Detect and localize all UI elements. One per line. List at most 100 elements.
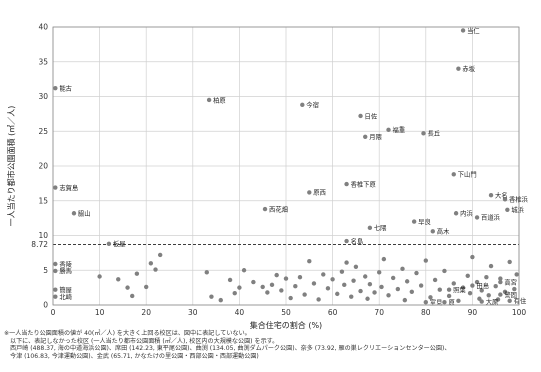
data-point: [97, 274, 102, 279]
data-point: [479, 288, 484, 293]
data-point-labeled: [344, 238, 349, 244]
data-point: [460, 285, 466, 290]
point-label: 赤坂: [462, 64, 475, 73]
data-point-labeled: [358, 113, 363, 119]
data-point-labeled: [421, 131, 426, 136]
point-label: 志賀島: [59, 183, 78, 192]
point-label: 城浜: [511, 205, 524, 214]
data-point-labeled: [442, 300, 447, 305]
data-point: [251, 279, 256, 285]
data-point: [339, 269, 345, 274]
data-point: [493, 284, 498, 289]
data-point-labeled: [507, 298, 512, 304]
y-tick-label: 20: [38, 162, 48, 171]
data-point: [467, 290, 473, 296]
x-axis-title: 集合住宅の割合 (%): [250, 320, 322, 330]
point-label: 能古: [59, 83, 72, 92]
data-point-labeled: [456, 66, 461, 71]
data-point: [486, 293, 491, 298]
data-point: [302, 292, 307, 297]
x-tick-label: 50: [281, 308, 291, 317]
data-point: [134, 271, 140, 276]
data-point: [316, 297, 321, 302]
data-point: [446, 293, 452, 299]
data-point: [404, 279, 410, 284]
point-label: 柏原: [213, 95, 226, 104]
point-label: 名島: [351, 236, 364, 245]
data-point: [351, 278, 356, 283]
data-point: [418, 283, 424, 288]
point-label: 原: [448, 299, 454, 307]
data-point-labeled: [53, 268, 58, 274]
data-point-labeled: [300, 102, 305, 108]
data-point-labeled: [502, 197, 508, 202]
data-point: [204, 270, 209, 275]
data-point: [414, 270, 419, 276]
point-label: 当仁: [467, 26, 480, 35]
point-label: 香椎下原: [351, 179, 376, 188]
x-tick-label: 60: [328, 308, 338, 317]
data-point: [395, 286, 401, 292]
footnote-line-3: 西戸崎 (488.37, 海の中道海浜公園)、席田 (142.23, 東平尾公園…: [10, 345, 451, 352]
y-tick-label: 5: [43, 266, 48, 275]
data-point: [402, 297, 408, 303]
data-point: [386, 293, 391, 298]
point-label: 百道浜: [481, 213, 501, 222]
data-point: [470, 254, 475, 260]
x-tick-label: 30: [188, 308, 198, 317]
point-label: 日佐: [365, 111, 378, 120]
data-point: [260, 284, 265, 290]
x-tick-label: 100: [512, 308, 527, 317]
data-point: [498, 276, 503, 281]
data-point: [269, 282, 275, 288]
data-point: [279, 288, 284, 293]
data-point-labeled: [367, 225, 373, 231]
data-point-labeled: [488, 192, 494, 198]
footnote-line-1: ※一人当たり公園面積の値が 40(㎡／人) を大きく上回る校区は、図中に表記して…: [4, 330, 251, 337]
point-label: 板屋: [113, 239, 126, 248]
data-point: [342, 282, 347, 288]
point-label: 香陵: [59, 259, 72, 268]
data-point-labeled: [71, 211, 77, 216]
data-point-labeled: [386, 127, 391, 133]
data-point: [409, 289, 415, 294]
data-point-labeled: [474, 215, 480, 220]
x-tick-label: 40: [235, 308, 245, 317]
data-point: [372, 290, 377, 295]
data-point: [325, 286, 331, 291]
data-point: [232, 290, 237, 296]
point-label: 大原: [486, 297, 499, 306]
x-tick-label: 80: [421, 308, 431, 317]
data-point: [116, 277, 121, 282]
data-point-labeled: [307, 190, 312, 195]
point-label: 今宿: [306, 100, 319, 109]
data-point: [157, 252, 163, 258]
point-label: 長丘: [427, 130, 440, 138]
data-point: [502, 289, 508, 294]
data-point-labeled: [206, 97, 212, 103]
data-point: [367, 281, 373, 287]
point-label: 有住: [514, 296, 527, 305]
point-label: 照葉: [453, 285, 466, 294]
y-tick-label: 0: [43, 301, 48, 310]
data-point: [456, 298, 461, 304]
data-point-labeled: [363, 134, 368, 140]
data-point: [474, 279, 480, 285]
data-point: [437, 287, 442, 292]
data-point: [288, 295, 293, 301]
data-point: [512, 286, 517, 292]
data-point-labeled: [505, 207, 510, 212]
data-point-labeled: [498, 279, 503, 285]
y-tick-label: 40: [38, 23, 48, 32]
data-point: [363, 274, 368, 279]
grid: [52, 26, 520, 306]
y-tick-label: 30: [38, 92, 48, 101]
point-label: 福重: [393, 125, 406, 134]
data-point: [423, 258, 428, 263]
data-point: [321, 272, 326, 277]
data-point: [432, 277, 438, 283]
data-point: [237, 285, 242, 290]
footnote-line-2: 以下に、表記しなかった校区 (一人当たり都市公園面積 (㎡／人), 校区内の大規…: [10, 337, 279, 345]
